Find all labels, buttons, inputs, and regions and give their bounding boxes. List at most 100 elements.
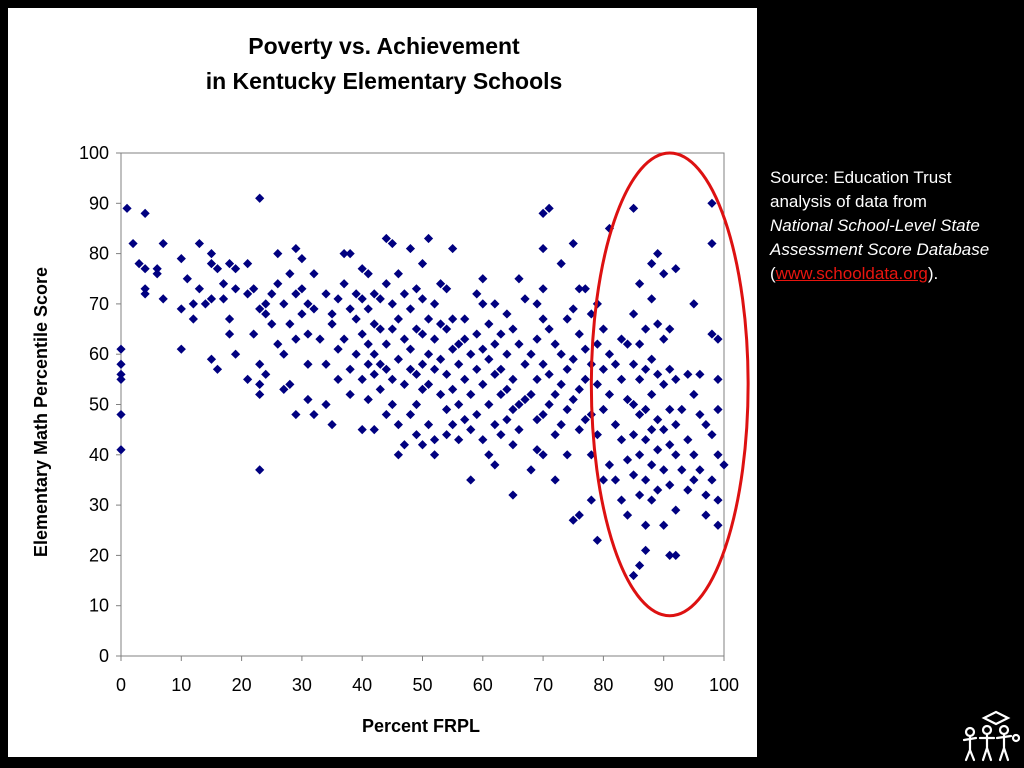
data-point bbox=[279, 384, 289, 395]
data-point bbox=[502, 384, 512, 395]
data-point bbox=[701, 510, 711, 520]
data-point bbox=[291, 289, 301, 299]
y-tick-label: 20 bbox=[89, 545, 109, 565]
data-point bbox=[598, 404, 608, 415]
data-point bbox=[520, 294, 530, 304]
data-point bbox=[490, 460, 500, 470]
data-point bbox=[357, 374, 367, 384]
data-point bbox=[568, 238, 578, 249]
data-point bbox=[393, 354, 403, 364]
data-point bbox=[665, 480, 675, 490]
data-point bbox=[333, 344, 343, 354]
data-point bbox=[442, 404, 452, 415]
data-point bbox=[435, 354, 446, 364]
data-point bbox=[562, 404, 572, 415]
data-point bbox=[490, 369, 500, 379]
data-point bbox=[405, 344, 416, 354]
data-point bbox=[206, 249, 217, 259]
data-point bbox=[677, 404, 687, 415]
data-point bbox=[628, 570, 639, 581]
data-point bbox=[363, 339, 373, 349]
data-point bbox=[224, 314, 235, 324]
data-point bbox=[628, 430, 639, 440]
data-point bbox=[339, 334, 349, 344]
data-point bbox=[532, 334, 542, 344]
data-point bbox=[309, 304, 319, 314]
data-point bbox=[653, 319, 663, 329]
data-point bbox=[641, 364, 651, 374]
data-point bbox=[695, 465, 705, 475]
data-point bbox=[417, 440, 428, 450]
data-point bbox=[496, 364, 506, 374]
data-point bbox=[357, 425, 367, 435]
data-point bbox=[622, 455, 633, 465]
data-point bbox=[665, 440, 675, 450]
data-point bbox=[713, 450, 723, 460]
data-point bbox=[321, 289, 331, 299]
data-point bbox=[538, 359, 548, 369]
data-point bbox=[399, 334, 410, 344]
data-point bbox=[502, 309, 512, 319]
data-point bbox=[435, 279, 446, 289]
data-point bbox=[321, 399, 331, 410]
data-point bbox=[206, 294, 217, 304]
data-point bbox=[628, 399, 639, 410]
data-point bbox=[285, 379, 295, 389]
data-point bbox=[363, 394, 373, 405]
data-point bbox=[574, 384, 584, 395]
data-point bbox=[580, 374, 590, 384]
data-point bbox=[604, 223, 615, 234]
data-point bbox=[212, 264, 223, 274]
y-tick-label: 80 bbox=[89, 244, 109, 264]
data-point bbox=[279, 349, 289, 359]
data-point bbox=[671, 450, 681, 460]
data-point bbox=[568, 304, 578, 314]
data-point bbox=[375, 324, 385, 334]
data-point bbox=[526, 349, 536, 359]
data-point bbox=[538, 243, 548, 254]
data-point bbox=[544, 203, 554, 213]
data-point bbox=[550, 430, 560, 440]
data-point bbox=[423, 314, 434, 324]
data-point bbox=[381, 409, 391, 420]
data-point bbox=[158, 294, 168, 304]
data-point bbox=[544, 369, 554, 379]
data-point bbox=[297, 254, 307, 264]
data-point bbox=[598, 324, 608, 334]
data-point bbox=[194, 238, 204, 249]
data-point bbox=[490, 339, 500, 349]
data-point bbox=[417, 329, 428, 339]
data-point bbox=[460, 314, 470, 324]
data-point bbox=[405, 304, 416, 314]
data-point bbox=[327, 309, 337, 319]
source-link[interactable]: www.schooldata.org bbox=[775, 264, 928, 283]
data-point bbox=[671, 374, 681, 384]
data-point bbox=[351, 349, 361, 359]
data-point bbox=[345, 364, 355, 374]
data-point bbox=[261, 309, 271, 319]
data-point bbox=[291, 334, 301, 344]
data-point bbox=[399, 379, 410, 389]
data-point bbox=[255, 389, 265, 400]
data-point bbox=[255, 359, 265, 369]
data-point bbox=[176, 344, 186, 354]
data-point bbox=[255, 379, 265, 389]
data-point bbox=[387, 399, 397, 410]
data-point bbox=[580, 344, 590, 354]
data-point bbox=[357, 329, 367, 339]
data-point bbox=[291, 409, 301, 420]
data-point bbox=[634, 374, 645, 384]
data-point bbox=[399, 289, 410, 299]
data-point bbox=[689, 475, 699, 485]
data-point bbox=[634, 409, 645, 420]
y-tick-label: 40 bbox=[89, 445, 109, 465]
data-point bbox=[472, 409, 482, 420]
data-point bbox=[713, 334, 723, 344]
data-point bbox=[568, 394, 578, 405]
data-point bbox=[243, 374, 253, 384]
data-point bbox=[387, 238, 397, 249]
data-point bbox=[574, 284, 584, 294]
data-point bbox=[634, 450, 645, 460]
data-point bbox=[574, 425, 584, 435]
data-point bbox=[369, 289, 379, 299]
